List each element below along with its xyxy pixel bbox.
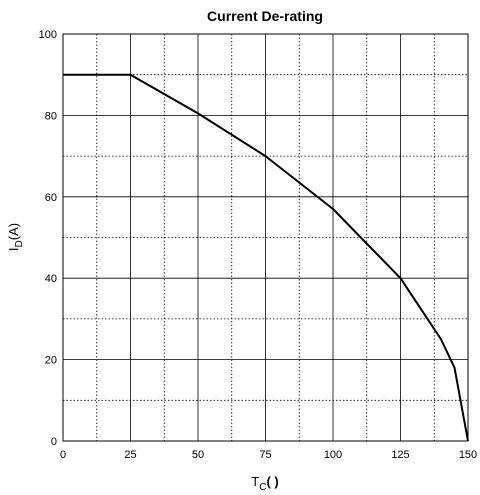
x-tick-label: 0: [60, 449, 66, 461]
y-tick-label: 40: [45, 273, 57, 285]
y-tick-label: 80: [45, 110, 57, 122]
plot-frame: [62, 33, 469, 442]
y-tick-label: 100: [39, 29, 57, 41]
y-axis-label-main: I: [6, 247, 21, 251]
x-tick-label: 100: [324, 449, 342, 461]
series-line: [63, 73, 469, 442]
y-tick-label: 20: [45, 355, 57, 367]
y-tick-label: 0: [51, 436, 57, 448]
chart-title: Current De-rating: [207, 8, 323, 24]
y-axis-label-tail: (A): [6, 223, 21, 240]
x-axis-label-main: T: [251, 474, 259, 489]
x-tick-label: 75: [259, 449, 271, 461]
x-axis-label-sub: C: [259, 482, 266, 493]
y-axis-label: ID(A): [6, 223, 25, 251]
grid-lines: [62, 33, 469, 442]
x-axis-label: TC( ): [251, 474, 278, 493]
x-tick-label: 25: [124, 449, 136, 461]
data-series: [63, 73, 469, 442]
y-tick-label: 60: [45, 192, 57, 204]
tick-labels: 0 25 50 75 100 125 150 0 20 40 60 80 100: [39, 29, 478, 461]
x-tick-label: 125: [391, 449, 409, 461]
x-tick-label: 50: [192, 449, 204, 461]
x-tick-label: 150: [459, 449, 477, 461]
x-axis-label-tail: ( ): [266, 474, 278, 489]
y-axis-label-sub: D: [14, 240, 25, 247]
